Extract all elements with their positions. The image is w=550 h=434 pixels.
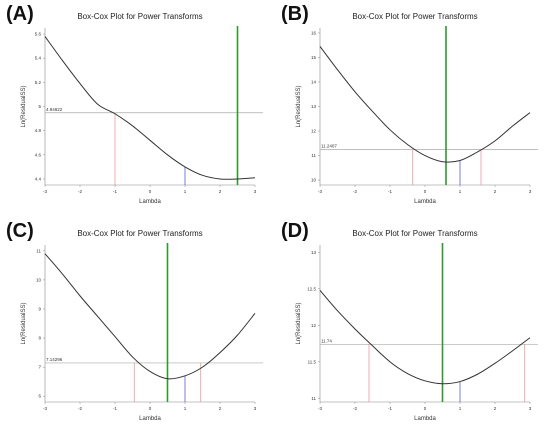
- y-tick-label: 5.6: [35, 32, 42, 37]
- chart-title: Box-Cox Plot for Power Transforms: [77, 12, 203, 21]
- x-tick-label: 0: [149, 189, 152, 194]
- y-tick-label: 11.5: [308, 359, 317, 364]
- box-cox-chart: -3 -2 -1 0 1 2 3 6 7 8 9 10 11 Lambda Ln(ResidualSS) 7.…: [21, 243, 263, 422]
- y-tick-label: 11: [311, 153, 316, 158]
- y-tick-label: 12.5: [307, 286, 316, 291]
- y-axis-title: Ln(ResidualSS): [296, 85, 302, 127]
- panel-label: (D): [281, 220, 309, 242]
- x-tick-label: 2: [494, 406, 497, 411]
- y-tick-label: 11: [36, 248, 41, 253]
- x-tick-label: -3: [318, 406, 322, 411]
- y-tick-label: 14: [311, 79, 317, 84]
- y-axis-title: Ln(ResidualSS): [21, 302, 27, 344]
- panel-b: (B) Box-Cox Plot for Power Transforms -3…: [275, 0, 550, 217]
- ci-value-label: 11.2407: [321, 144, 337, 149]
- ci-value-label: 11.74: [321, 338, 332, 343]
- y-tick-label: 4.4: [35, 176, 42, 181]
- x-tick-label: 1: [459, 406, 462, 411]
- x-tick-label: -2: [353, 406, 357, 411]
- y-tick-label: 16: [311, 30, 317, 35]
- y-tick-label: 13: [311, 250, 317, 255]
- panel-a: (A) Box-Cox Plot for Power Transforms -3…: [0, 0, 275, 217]
- x-tick-label: 2: [219, 189, 222, 194]
- x-tick-label: 3: [254, 406, 257, 411]
- y-tick-label: 4.8: [35, 128, 42, 133]
- panel-d: (D) Box-Cox Plot for Power Transforms -3…: [275, 217, 550, 434]
- residual-curve: [44, 36, 256, 180]
- box-cox-chart: -3 -2 -1 0 1 2 31111.51212.513LambdaLn(Residua…: [296, 243, 538, 422]
- y-tick-label: 9: [38, 306, 41, 311]
- chart-title: Box-Cox Plot for Power Transforms: [77, 229, 203, 238]
- x-tick-label: -1: [113, 406, 117, 411]
- x-tick-label: 0: [149, 406, 152, 411]
- y-tick-label: 10: [311, 178, 317, 183]
- x-tick-label: 0: [424, 406, 427, 411]
- y-tick-label: 13: [311, 104, 317, 109]
- y-tick-label: 7: [38, 365, 41, 370]
- y-tick-label: 8: [38, 336, 41, 341]
- x-tick-label: 3: [529, 189, 532, 194]
- x-tick-label: 1: [184, 189, 187, 194]
- x-tick-label: -2: [353, 189, 357, 194]
- x-tick-label: 2: [219, 406, 222, 411]
- y-tick-label: 11: [311, 396, 316, 401]
- chart-title: Box-Cox Plot for Power Transforms: [352, 12, 478, 21]
- x-tick-label: 3: [254, 189, 257, 194]
- y-tick-label: 4.6: [35, 152, 42, 157]
- y-axis-title: Ln(ResidualSS): [21, 85, 27, 127]
- residual-curve: [44, 253, 256, 380]
- x-tick-label: -3: [318, 189, 322, 194]
- x-axis-title: Lambda: [139, 199, 161, 205]
- ci-value-label: 4.94822: [46, 107, 63, 112]
- x-tick-label: 1: [184, 406, 187, 411]
- x-axis-title: Lambda: [139, 416, 161, 422]
- x-tick-label: 2: [494, 189, 497, 194]
- panel-c: (C) Box-Cox Plot for Power Transforms -3…: [0, 217, 275, 434]
- panel-label: (B): [281, 3, 309, 25]
- residual-curve: [319, 46, 531, 163]
- y-axis-title: Ln(ResidualSS): [296, 302, 302, 344]
- panel-label: (C): [6, 220, 34, 242]
- ci-value-label: 7.14296: [46, 357, 63, 362]
- x-tick-label: 3: [529, 406, 532, 411]
- y-tick-label: 5: [38, 104, 41, 109]
- y-tick-label: 12: [311, 323, 317, 328]
- y-tick-label: 5.2: [35, 80, 42, 85]
- x-tick-label: -3: [43, 189, 47, 194]
- y-tick-label: 6: [38, 394, 41, 399]
- x-tick-label: -1: [113, 189, 117, 194]
- box-cox-chart: -3 -2 -1 0 1 2 310111213141516LambdaLn(Residua…: [296, 26, 538, 205]
- y-tick-label: 10: [36, 277, 42, 282]
- x-tick-label: 0: [424, 189, 427, 194]
- box-cox-chart: -3 -2 -1 0 1 2 3 4.4 4.6 4.8 5 5.2 5.4 5.6 Lambda Ln(Re…: [21, 26, 263, 205]
- y-tick-label: 12: [311, 129, 317, 134]
- x-tick-label: -1: [388, 406, 392, 411]
- x-tick-label: -1: [388, 189, 392, 194]
- panel-label: (A): [6, 3, 34, 25]
- y-tick-label: 5.4: [35, 56, 42, 61]
- residual-curve: [319, 289, 531, 385]
- x-tick-label: -3: [43, 406, 47, 411]
- x-tick-label: -2: [78, 406, 82, 411]
- x-axis-title: Lambda: [414, 199, 436, 205]
- y-tick-label: 15: [311, 55, 317, 60]
- x-tick-label: 1: [459, 189, 462, 194]
- x-tick-label: -2: [78, 189, 82, 194]
- chart-title: Box-Cox Plot for Power Transforms: [352, 229, 478, 238]
- x-axis-title: Lambda: [414, 416, 436, 422]
